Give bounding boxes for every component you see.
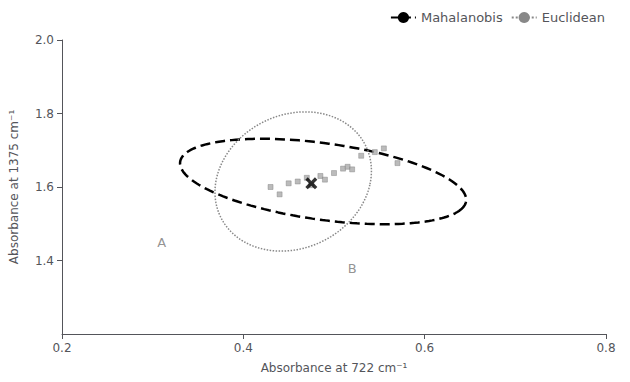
svg-text:0.2: 0.2 xyxy=(52,341,71,355)
svg-text:A: A xyxy=(157,235,166,250)
svg-text:0.6: 0.6 xyxy=(415,341,434,355)
svg-text:B: B xyxy=(348,261,357,276)
svg-text:Euclidean: Euclidean xyxy=(542,10,605,25)
svg-text:Absorbance at 1375 cm⁻¹: Absorbance at 1375 cm⁻¹ xyxy=(7,110,21,265)
svg-text:1.6: 1.6 xyxy=(35,180,54,194)
svg-text:Mahalanobis: Mahalanobis xyxy=(421,10,503,25)
svg-text:1.4: 1.4 xyxy=(35,254,54,268)
svg-text:0.4: 0.4 xyxy=(234,341,253,355)
svg-text:2.0: 2.0 xyxy=(35,33,54,47)
svg-text:0.8: 0.8 xyxy=(596,341,615,355)
svg-text:Absorbance at 722 cm⁻¹: Absorbance at 722 cm⁻¹ xyxy=(261,361,408,375)
svg-text:1.8: 1.8 xyxy=(35,107,54,121)
